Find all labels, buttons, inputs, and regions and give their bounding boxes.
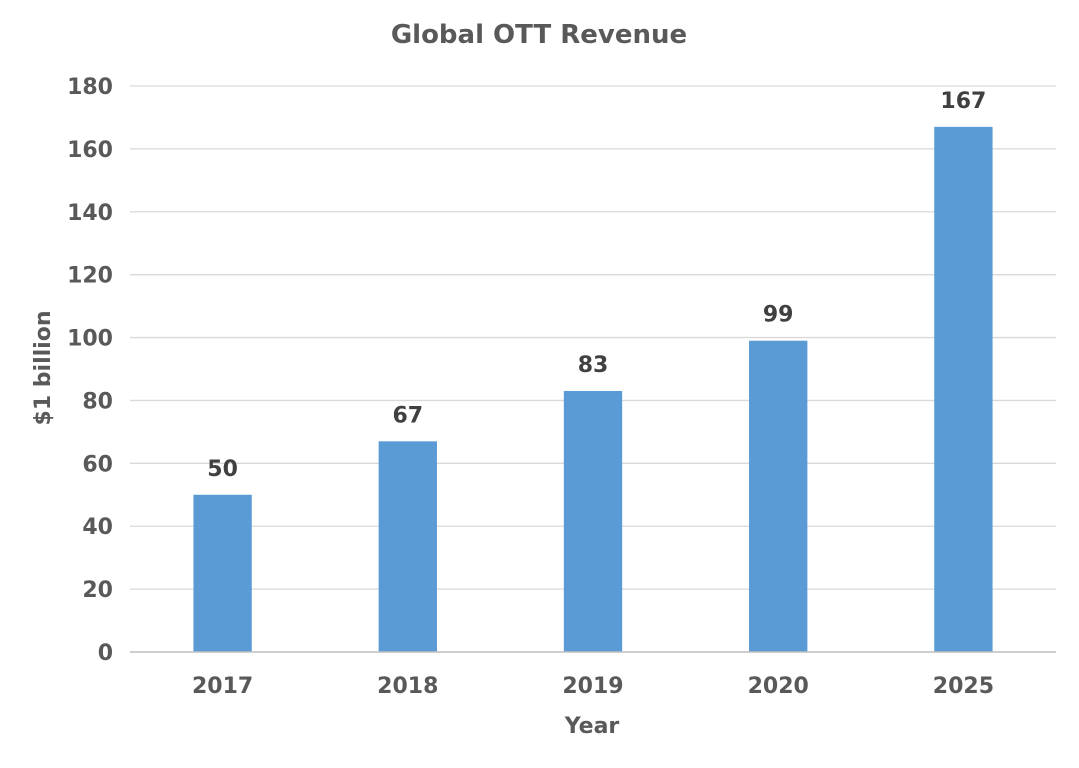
x-tick-label-2025: 2025	[933, 674, 994, 699]
x-axis-ticks: 2017 2018 2019 2020 2025	[192, 674, 994, 699]
bar-2017	[193, 494, 252, 652]
bar-2019	[563, 391, 623, 652]
data-label-2017: 50	[207, 457, 238, 482]
y-tick-label: 0	[98, 641, 113, 666]
y-tick-label: 120	[67, 264, 113, 289]
x-tick-label-2017: 2017	[192, 674, 253, 699]
bar-2020	[749, 340, 808, 652]
y-tick-label: 160	[67, 138, 113, 163]
x-tick-label-2020: 2020	[748, 674, 809, 699]
x-tick-label-2019: 2019	[562, 674, 623, 699]
x-tick-label-2018: 2018	[377, 674, 438, 699]
data-label-2020: 99	[763, 303, 794, 328]
y-tick-label: 180	[67, 75, 113, 100]
y-tick-label: 80	[82, 389, 113, 414]
chart-title: Global OTT Revenue	[391, 20, 687, 50]
y-tick-label: 60	[82, 452, 113, 477]
bar-2018	[378, 441, 437, 652]
data-labels: 50 67 83 99 167	[207, 89, 986, 482]
y-tick-label: 20	[82, 578, 113, 603]
gridlines	[130, 85, 1056, 590]
data-label-2025: 167	[940, 89, 986, 114]
y-axis-title: $1 billion	[31, 311, 56, 426]
y-tick-label: 100	[67, 327, 113, 352]
bars	[193, 126, 993, 652]
data-label-2019: 83	[578, 353, 609, 378]
y-tick-label: 40	[82, 515, 113, 540]
data-label-2018: 67	[392, 403, 423, 428]
y-tick-label: 140	[67, 201, 113, 226]
y-axis-ticks: 0 20 40 60 80 100 120 140 160 180	[67, 75, 113, 666]
bar-2025	[934, 126, 993, 652]
x-axis-title: Year	[564, 714, 620, 739]
